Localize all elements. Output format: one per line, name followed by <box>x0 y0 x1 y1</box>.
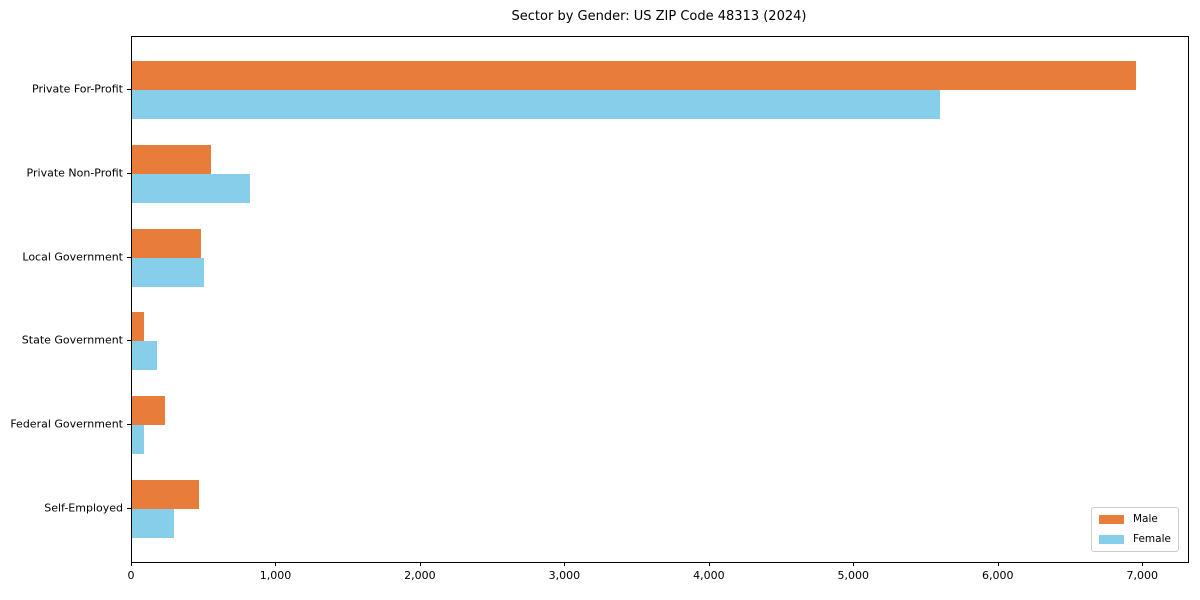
bar-male <box>132 61 1136 91</box>
x-tick-mark <box>708 562 710 566</box>
legend-label-female: Female <box>1133 533 1171 545</box>
bar-female <box>132 90 940 120</box>
bar-male <box>132 228 202 258</box>
y-tick-label: Private Non-Profit <box>26 166 123 180</box>
x-tick-mark <box>997 562 999 566</box>
y-tick-mark <box>127 172 131 174</box>
x-tick-label: 4,000 <box>693 569 725 582</box>
x-tick-label: 3,000 <box>548 569 581 582</box>
y-tick-mark <box>127 89 131 91</box>
y-tick-mark <box>127 424 131 426</box>
y-tick-label: Self-Employed <box>44 501 123 515</box>
legend-swatch-female-icon <box>1099 535 1124 544</box>
y-tick-label: Federal Government <box>10 417 123 431</box>
legend-entry-female: Female <box>1099 533 1171 546</box>
y-tick-label: State Government <box>21 333 123 347</box>
y-axis: Private For-Profit Private Non-Profit Loca… <box>0 36 123 561</box>
y-tick-label: Private For-Profit <box>32 82 123 96</box>
x-tick-label: 5,000 <box>837 569 870 582</box>
y-tick-label: Local Government <box>22 250 123 264</box>
bar-male <box>132 312 144 342</box>
x-tick-label: 2,000 <box>404 569 436 582</box>
x-tick-mark <box>1142 562 1144 566</box>
bar-male <box>132 479 200 509</box>
chart-title: Sector by Gender: US ZIP Code 48313 (202… <box>511 9 807 24</box>
legend-swatch-male-icon <box>1099 515 1124 524</box>
y-tick-mark <box>127 340 131 342</box>
x-tick-mark <box>564 562 566 566</box>
x-tick-label: 0 <box>127 569 135 582</box>
x-tick-label: 7,000 <box>1126 569 1158 582</box>
x-tick-label: 1,000 <box>259 569 292 582</box>
bar-female <box>132 257 205 287</box>
bar-male <box>132 144 211 174</box>
x-tick-mark <box>419 562 421 566</box>
y-tick-mark <box>127 507 131 509</box>
x-tick-label: 6,000 <box>982 569 1014 582</box>
x-tick-mark <box>131 562 132 566</box>
bar-female <box>132 173 250 203</box>
x-tick-mark <box>853 562 855 566</box>
plot-area <box>131 36 1189 563</box>
bar-female <box>132 508 174 538</box>
x-axis: 0 1,000 2,000 3,000 4,000 5,000 6,000 7,000 <box>127 562 1187 592</box>
bar-female <box>132 341 157 371</box>
y-tick-mark <box>127 256 131 258</box>
legend-label-male: Male <box>1133 513 1158 525</box>
bar-female <box>132 425 144 455</box>
legend-entry-male: Male <box>1099 513 1171 526</box>
x-tick-mark <box>275 562 277 566</box>
legend: Male Female <box>1091 507 1179 552</box>
bar-male <box>132 396 166 426</box>
